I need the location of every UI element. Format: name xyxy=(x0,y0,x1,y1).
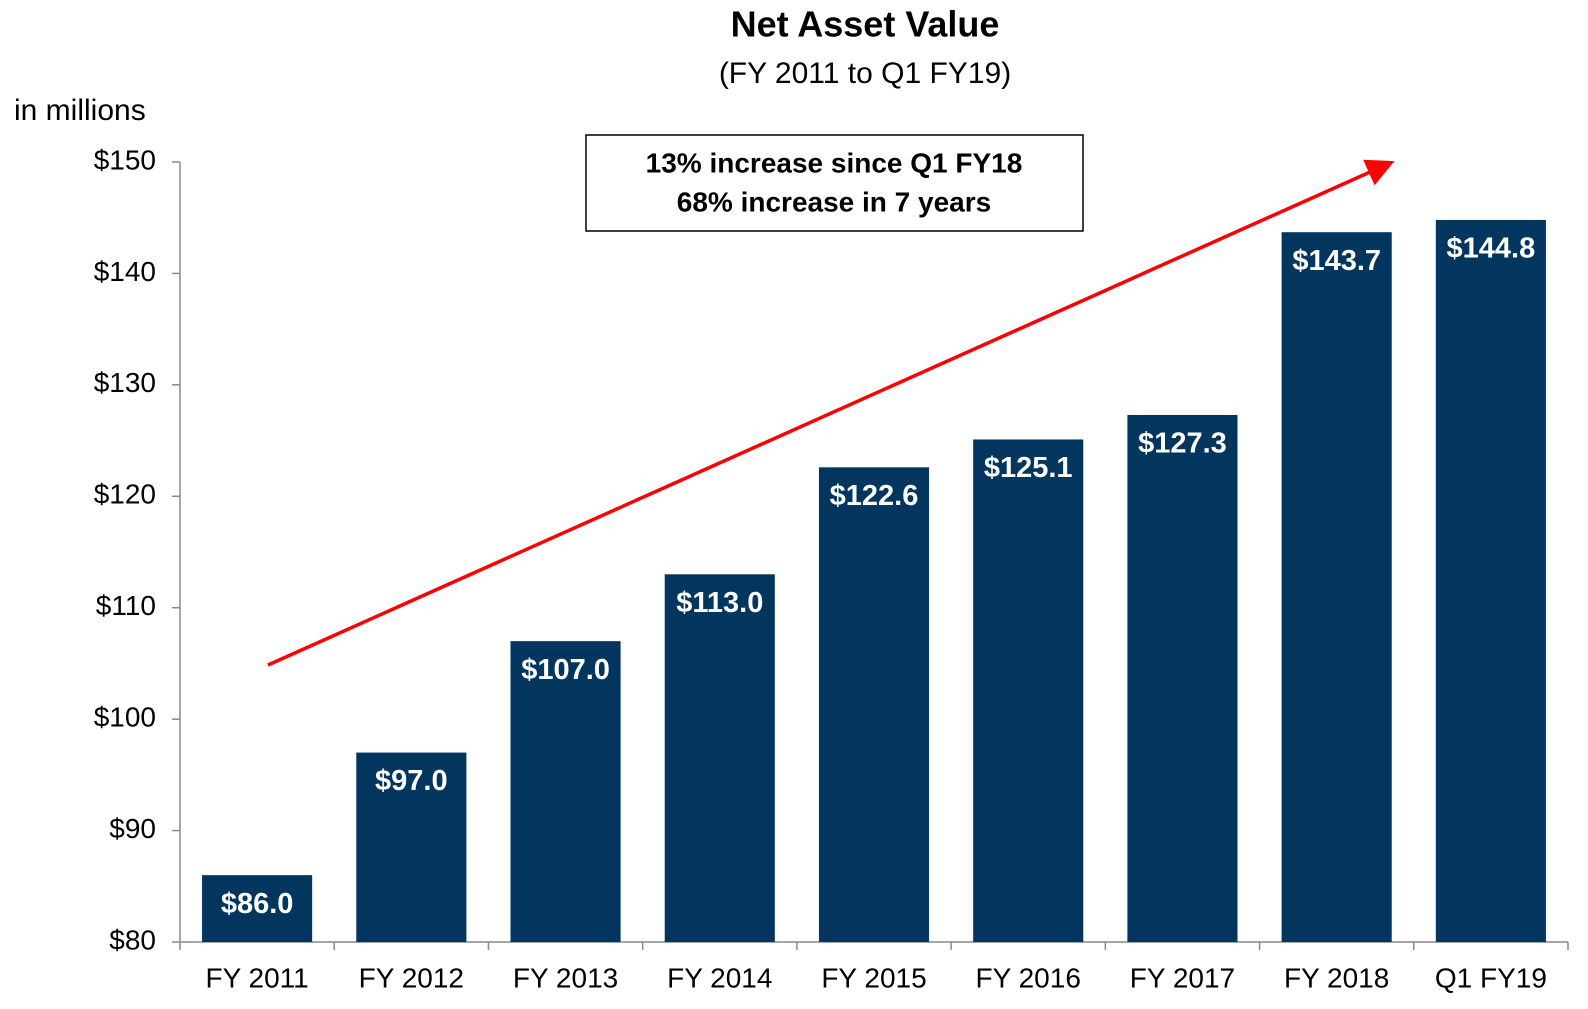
y-tick-label: $100 xyxy=(94,702,156,733)
bar xyxy=(1281,232,1392,942)
data-label: $144.8 xyxy=(1447,233,1536,265)
y-tick-label: $130 xyxy=(94,367,156,398)
annotation-text: 13% increase since Q1 FY18 xyxy=(646,147,1023,178)
data-label: $97.0 xyxy=(375,765,448,797)
bar xyxy=(664,574,775,942)
x-tick-label: FY 2015 xyxy=(821,962,926,993)
bar xyxy=(510,641,621,942)
data-label: $127.3 xyxy=(1138,428,1227,460)
x-tick-label: Q1 FY19 xyxy=(1435,962,1547,993)
annotation-text: 68% increase in 7 years xyxy=(677,186,991,217)
chart-title: Net Asset Value xyxy=(731,4,1000,45)
x-tick-label: FY 2014 xyxy=(667,962,772,993)
y-axis-label: in millions xyxy=(14,94,146,127)
x-tick-label: FY 2013 xyxy=(513,962,618,993)
annotation-box xyxy=(585,134,1084,232)
x-tick-label: FY 2017 xyxy=(1130,962,1235,993)
bar xyxy=(202,875,313,942)
data-label: $107.0 xyxy=(521,654,610,686)
x-tick-label: FY 2011 xyxy=(205,962,308,993)
data-label: $125.1 xyxy=(984,452,1073,484)
data-label: $122.6 xyxy=(830,480,919,512)
bar xyxy=(818,467,930,942)
x-tick-label: FY 2012 xyxy=(359,962,464,993)
data-label: $143.7 xyxy=(1292,245,1381,277)
bar xyxy=(1127,414,1238,942)
chart-subtitle: (FY 2011 to Q1 FY19) xyxy=(719,57,1011,90)
bar xyxy=(1435,219,1546,942)
y-tick-label: $80 xyxy=(109,924,156,955)
data-label: $113.0 xyxy=(676,587,763,619)
y-tick-label: $90 xyxy=(109,813,156,844)
x-tick-label: FY 2018 xyxy=(1284,962,1389,993)
bar xyxy=(356,752,467,942)
bar xyxy=(973,439,1084,942)
data-label: $86.0 xyxy=(221,888,294,920)
x-tick-label: FY 2016 xyxy=(976,962,1081,993)
trend-arrow xyxy=(267,159,1395,667)
y-tick-label: $150 xyxy=(94,144,156,175)
y-tick-label: $120 xyxy=(94,479,156,510)
y-tick-label: $110 xyxy=(96,590,156,621)
y-tick-label: $140 xyxy=(94,256,156,287)
